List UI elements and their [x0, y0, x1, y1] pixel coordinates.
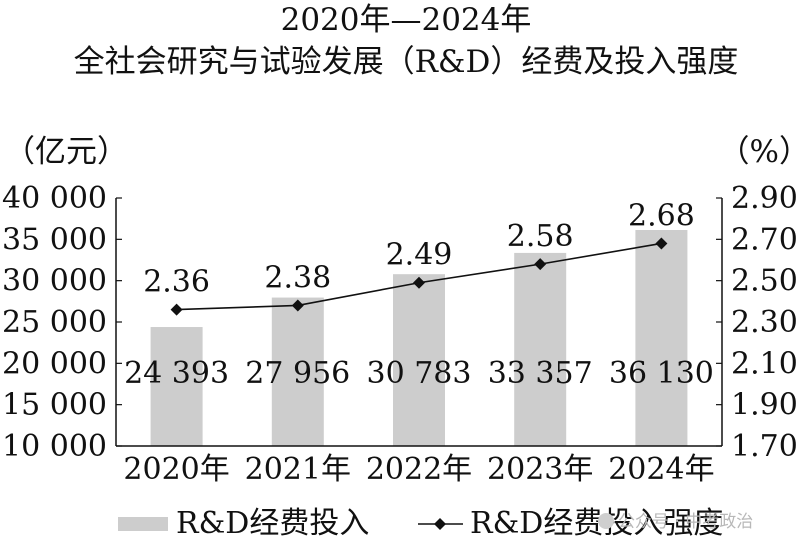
intensity-point: [413, 276, 425, 289]
intensity-point: [291, 299, 304, 312]
bar-2023年: [514, 252, 567, 446]
bar-value-label: 33 357: [488, 356, 593, 391]
right-axis-unit: （%）: [718, 134, 810, 170]
left-tick-label: 40 000: [2, 181, 107, 216]
chart-title: 2020年—2024年: [280, 2, 532, 38]
bar-value-label: 36 130: [609, 356, 714, 391]
left-tick-label: 25 000: [2, 305, 107, 340]
right-tick-label: 2.90: [731, 181, 798, 216]
right-tick-label: 2.70: [731, 222, 798, 257]
legend-bar-swatch: [118, 517, 168, 531]
intensity-point: [534, 258, 547, 271]
intensity-value-label: 2.49: [386, 238, 453, 273]
bar-value-label: 30 783: [367, 356, 472, 391]
intensity-value-label: 2.68: [628, 198, 695, 233]
left-tick-label: 30 000: [2, 264, 107, 299]
legend-line-marker: [434, 518, 446, 530]
legend-line-label: R&D经费投入强度: [470, 506, 723, 541]
chart-subtitle: 全社会研究与试验发展（R&D）经费及投入强度: [73, 44, 739, 80]
left-axis-unit: （亿元）: [4, 134, 128, 170]
intensity-value-label: 2.58: [507, 219, 574, 254]
bar-2021年: [271, 297, 324, 446]
bar-2024年: [635, 229, 688, 446]
bar-2022年: [393, 274, 445, 446]
left-tick-label: 15 000: [2, 388, 107, 423]
legend-bar-label: R&D经费投入: [176, 506, 369, 541]
intensity-point: [170, 303, 183, 316]
x-tick-label: 2020年: [123, 452, 229, 487]
x-tick-label: 2023年: [487, 452, 593, 487]
watermark-text: 公众号 · 中考政治: [618, 512, 754, 532]
bar-value-label: 24 393: [124, 356, 229, 391]
x-tick-label: 2022年: [366, 452, 472, 487]
right-tick-label: 2.30: [731, 305, 798, 340]
left-tick-label: 35 000: [2, 222, 107, 257]
left-tick-label: 10 000: [2, 429, 107, 464]
right-tick-label: 2.50: [731, 264, 798, 299]
right-tick-label: 1.70: [731, 429, 798, 464]
right-tick-label: 2.10: [731, 346, 798, 381]
intensity-point: [655, 237, 668, 250]
right-tick-label: 1.90: [731, 388, 798, 423]
intensity-value-label: 2.36: [143, 265, 210, 300]
left-tick-label: 20 000: [2, 346, 107, 381]
intensity-value-label: 2.38: [264, 260, 331, 295]
bar-2020年: [150, 327, 203, 446]
watermark: 公众号 · 中考政治: [598, 507, 753, 532]
x-tick-label: 2021年: [245, 452, 351, 487]
bar-value-label: 27 956: [245, 356, 350, 391]
wechat-icon: [598, 513, 614, 529]
x-tick-label: 2024年: [608, 452, 714, 487]
